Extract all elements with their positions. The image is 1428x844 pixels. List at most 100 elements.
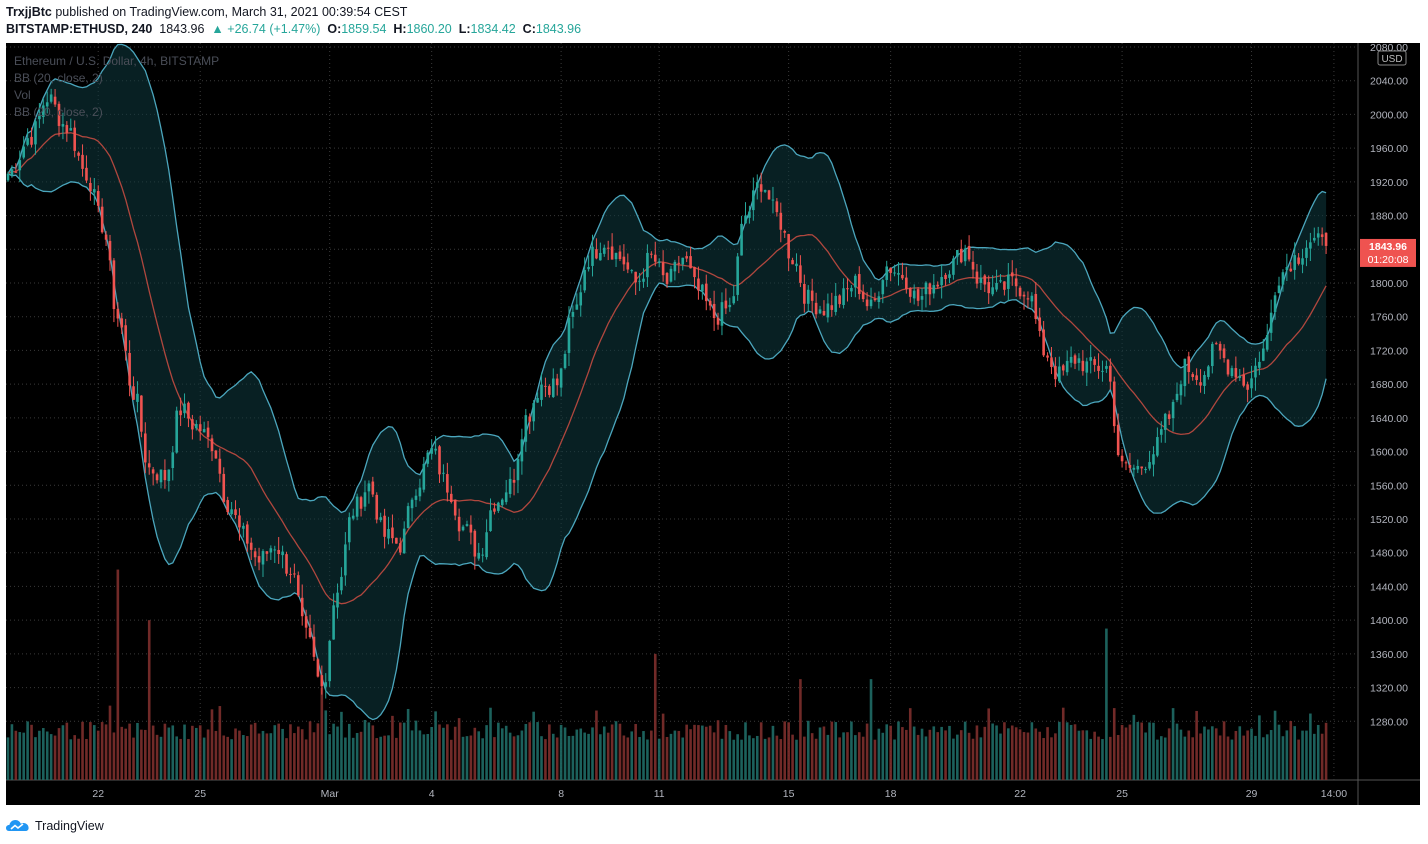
candle-body	[1128, 465, 1132, 468]
time-ticks: 22 25 Mar 4 8 11 15 18 22 25 29 14:00	[92, 788, 1347, 800]
candle	[1187, 351, 1191, 384]
candle-body	[783, 230, 787, 233]
candle-body	[673, 261, 677, 272]
basis-line	[7, 132, 1327, 605]
candle-body	[1211, 343, 1214, 367]
volume-bar	[1207, 729, 1210, 780]
candle-body	[418, 487, 422, 497]
volume-bar	[245, 736, 249, 780]
candle	[1313, 227, 1316, 243]
price-axis[interactable]	[1358, 43, 1420, 805]
candle-body	[1160, 429, 1163, 435]
candle-body	[657, 261, 661, 263]
candle-body	[799, 265, 802, 283]
volume-bar	[1309, 713, 1312, 780]
candle-body	[183, 403, 186, 414]
volume-bar	[332, 723, 335, 780]
candle	[183, 393, 186, 418]
candle	[132, 376, 135, 401]
volume-bars	[6, 569, 1328, 780]
candle-body	[340, 576, 343, 591]
candle	[803, 274, 806, 313]
volume-bar	[320, 687, 324, 780]
volume-bar	[810, 733, 814, 780]
candle-body	[512, 479, 516, 483]
time-tick-label: 22	[1014, 788, 1026, 800]
candle	[179, 397, 182, 426]
candle	[720, 292, 724, 336]
legend-bb1[interactable]: BB (20, close, 2)	[14, 71, 103, 85]
legend-vol[interactable]: Vol	[14, 88, 31, 102]
candle-body	[897, 273, 900, 275]
candle-body	[53, 96, 57, 105]
candle-body	[391, 527, 394, 539]
volume-bar	[814, 738, 818, 780]
candle-body	[96, 191, 100, 206]
candle	[53, 89, 57, 107]
candle-body	[752, 190, 755, 211]
time-axis[interactable]	[6, 780, 1420, 805]
volume-bar	[657, 738, 661, 780]
candle	[1242, 367, 1245, 388]
volume-bar	[136, 722, 139, 780]
price-ticks: 2080.002040.002000.001960.001920.001880.…	[1370, 42, 1408, 728]
volume-bar	[497, 722, 500, 780]
candle-body	[854, 275, 857, 288]
candle	[708, 298, 712, 311]
upper-band-line	[7, 43, 1327, 514]
candle	[1073, 353, 1077, 370]
candle	[1324, 232, 1328, 254]
candle-body	[1285, 267, 1289, 271]
candle-body	[1214, 343, 1218, 345]
candle	[293, 563, 296, 578]
candle	[559, 368, 563, 397]
candle	[89, 177, 92, 201]
candle	[1148, 450, 1151, 471]
author-name[interactable]: TrxjjBtc	[6, 5, 52, 19]
candle-body	[634, 271, 637, 283]
candle-body	[312, 636, 316, 657]
candle-body	[1144, 469, 1147, 471]
tradingview-logo-icon[interactable]	[6, 818, 30, 834]
candle-body	[1175, 393, 1179, 401]
candle-body	[563, 353, 567, 369]
volume-bar	[1042, 738, 1045, 780]
price-tick-label: 1680.00	[1370, 379, 1408, 391]
candle-body	[755, 182, 759, 188]
tradingview-brand[interactable]: TradingView	[35, 819, 104, 833]
candle	[45, 91, 49, 114]
volume-bar	[1167, 728, 1171, 780]
candle	[814, 292, 818, 319]
time-tick-label: 29	[1246, 788, 1258, 800]
volume-bar	[1187, 730, 1191, 780]
candle-body	[681, 257, 685, 265]
volume-bar	[567, 736, 571, 780]
candle-body	[1179, 384, 1183, 396]
chart-legend: Ethereum / U.S. Dollar, 4h, BITSTAMP BB …	[14, 53, 219, 121]
candle-body	[826, 303, 830, 318]
candle	[520, 428, 524, 475]
candle	[328, 640, 331, 687]
candle	[551, 368, 555, 398]
legend-bb2[interactable]: BB (20, close, 2)	[14, 105, 103, 119]
candle-body	[1234, 368, 1238, 378]
candle-body	[1109, 365, 1112, 382]
candle-body	[814, 302, 818, 315]
price-tick-label: 1520.00	[1370, 514, 1408, 526]
candle-body	[304, 616, 308, 628]
candle	[920, 287, 924, 311]
volume-bar	[402, 722, 406, 780]
candle	[650, 251, 653, 259]
volume-bar	[128, 723, 131, 780]
candle	[159, 469, 163, 489]
volume-bar	[650, 730, 653, 780]
volume-bar	[571, 735, 575, 780]
volume-bar	[512, 736, 516, 780]
candle	[324, 673, 328, 699]
candle-body	[1105, 366, 1108, 369]
candle	[375, 492, 379, 524]
candle	[567, 306, 571, 367]
volume-bar	[336, 726, 339, 780]
candle-body	[210, 438, 214, 452]
